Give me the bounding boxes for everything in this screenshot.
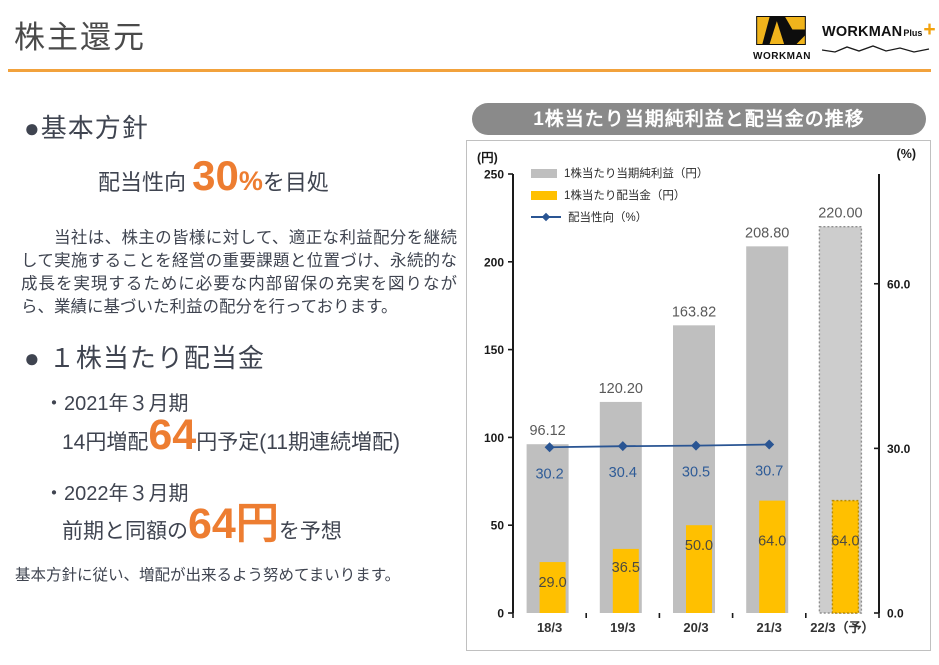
category-label: 22/3（予） [810,620,874,635]
payout-target-line: 配当性向 30%を目処 [98,155,329,197]
category-label: 21/3 [757,620,782,635]
chart-legend: 1株当たり当期純利益（円） 1株当たり配当金（円） 配当性向（%） [531,162,708,228]
dividend-bar-label: 64.0 [758,534,786,550]
payout-label: 30.4 [609,465,637,481]
fy2021-label: ・2021年３月期 [44,393,189,415]
payout-marker [691,440,701,451]
eps-bar-label: 163.82 [672,304,716,320]
payout-target-unit: % [238,166,263,196]
legend-label: 1株当たり当期純利益（円） [564,168,709,180]
dividend-bar [686,525,712,613]
dividend-bar-label: 36.5 [612,560,640,576]
payout-target-value: 30 [192,152,239,199]
chart-svg: 0 50 100 150 200 250 0.0 30.0 60.0 18/3 19/3 20/3 21… [484,168,911,636]
dividend-bar [831,499,860,614]
legend-label: 1株当たり配当金（円） [564,190,686,202]
dividend-bar-label: 50.0 [685,538,713,554]
fy2022-value: 64円 [188,500,279,548]
left-tick-label: 150 [484,343,504,357]
plus-sign-icon: + [923,18,936,41]
fy2021-dividend-line: 14円増配64円予定(11期連続増配) [62,414,400,457]
chart-canvas: 0 50 100 150 200 250 0.0 30.0 60.0 18/3 19/3 20/3 21… [467,141,929,649]
payout-label: 30.5 [682,465,710,481]
closing-note: 基本方針に従い、増配が出来るよう努めてまいります。 [15,567,401,584]
left-tick-label: 50 [491,519,505,533]
legend-swatch-line [531,212,561,221]
payout-target-pre: 配当性向 [98,170,193,195]
workman-logo-mark [756,16,806,45]
payout-label: 30.2 [535,466,563,482]
legend-label: 配当性向（%） [568,212,648,224]
right-tick-label: 30.0 [887,442,911,456]
zigzag-underline-icon [821,45,930,53]
fy2021-post: 円予定(11期連続増配) [196,431,400,454]
dividend-heading: ● １株当たり配当金 [24,343,265,373]
left-tick-label: 250 [484,168,504,182]
eps-bar-label: 208.80 [745,225,789,241]
dividend-bar-label: 29.0 [538,575,566,591]
right-tick-label: 0.0 [887,607,904,621]
legend-swatch-bar [531,168,557,178]
right-axis-unit: (%) [896,147,916,161]
workman-plus-sub: Plus [903,28,923,38]
fy2022-label: ・2022年３月期 [44,483,189,505]
eps-bar-label: 96.12 [529,423,565,439]
chart-box: (円) (%) 0 50 100 150 200 250 0.0 30.0 60.0 18/3 19… [466,140,931,651]
policy-paragraph: 当社は、株主の皆様に対して、適正な利益配分を継続して実施することを経営の重要課題… [21,228,457,316]
fy2021-pre: 14円増配 [62,431,149,454]
left-tick-label: 100 [484,431,504,445]
workman-logo: WORKMAN [753,16,811,62]
page-title: 株主還元 [14,20,146,55]
right-tick-label: 60.0 [887,277,911,291]
legend-item: 配当性向（%） [531,206,708,228]
workman-logo-text: WORKMAN [753,51,811,62]
left-axis-unit: (円) [477,151,498,165]
payout-target-post: を目処 [262,170,329,195]
legend-item: 1株当たり当期純利益（円） [531,162,708,184]
category-label: 18/3 [537,620,562,635]
category-label: 19/3 [610,620,635,635]
title-underline [8,69,931,72]
workman-plus-name: WORKMAN [822,24,903,40]
workman-plus-logo: WORKMAN Plus + [821,18,936,58]
payout-marker [544,442,555,453]
payout-line [549,443,770,449]
fy2022-pre: 前期と同額の [62,520,188,543]
dividend-bar [759,500,786,613]
basic-policy-heading: ●基本方針 [24,113,149,143]
left-tick-label: 200 [484,255,504,269]
payout-marker [617,441,628,452]
legend-swatch-bar [531,190,557,200]
dividend-bar-label: 64.0 [831,534,859,550]
fy2021-value: 64 [148,411,197,459]
category-label: 20/3 [683,620,708,635]
chart-title-banner: 1株当たり当期純利益と配当金の推移 [472,103,926,135]
fy2022-dividend-line: 前期と同額の64円を予想 [62,503,342,546]
legend-diamond-icon [541,212,551,221]
dividend-bar [539,562,566,613]
dividend-bar [612,548,639,613]
payout-label: 30.7 [755,464,783,480]
eps-bar-label: 120.20 [599,381,643,397]
legend-item: 1株当たり配当金（円） [531,184,708,206]
eps-bar-label: 220.00 [818,206,862,222]
left-tick-label: 0 [497,607,504,621]
payout-marker [764,439,775,450]
fy2022-post: を予想 [278,520,342,543]
